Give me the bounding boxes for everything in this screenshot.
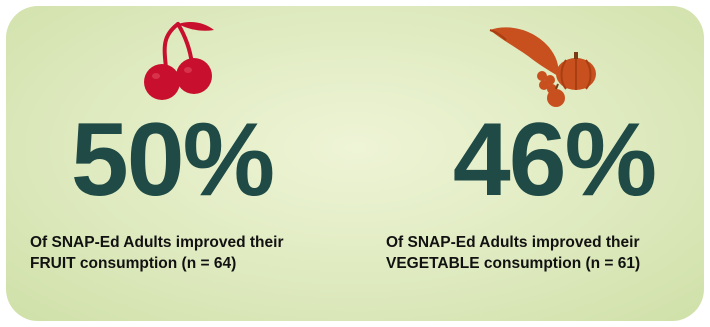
fruit-caption: Of SNAP-Ed Adults improved their FRUIT c… <box>30 232 283 274</box>
cherries-icon <box>144 22 214 100</box>
cornucopia-icon <box>489 27 596 107</box>
fruit-caption-line1: Of SNAP-Ed Adults improved their <box>30 234 284 251</box>
vegetable-stat: 46% Of SNAP-Ed Adults improved their VEG… <box>356 6 696 321</box>
stats-card: 50% Of SNAP-Ed Adults improved their FRU… <box>6 6 704 321</box>
vegetable-caption: Of SNAP-Ed Adults improved their VEGETAB… <box>386 232 640 274</box>
vegetable-percent: 46% <box>452 102 657 218</box>
fruit-stat: 50% Of SNAP-Ed Adults improved their FRU… <box>6 6 346 321</box>
fruit-percent: 50% <box>70 102 275 218</box>
vegetable-caption-line2: VEGETABLE consumption (n = 61) <box>386 255 641 272</box>
fruit-caption-line2: FRUIT consumption (n = 64) <box>30 255 237 272</box>
vegetable-caption-line1: Of SNAP-Ed Adults improved their <box>386 234 640 251</box>
